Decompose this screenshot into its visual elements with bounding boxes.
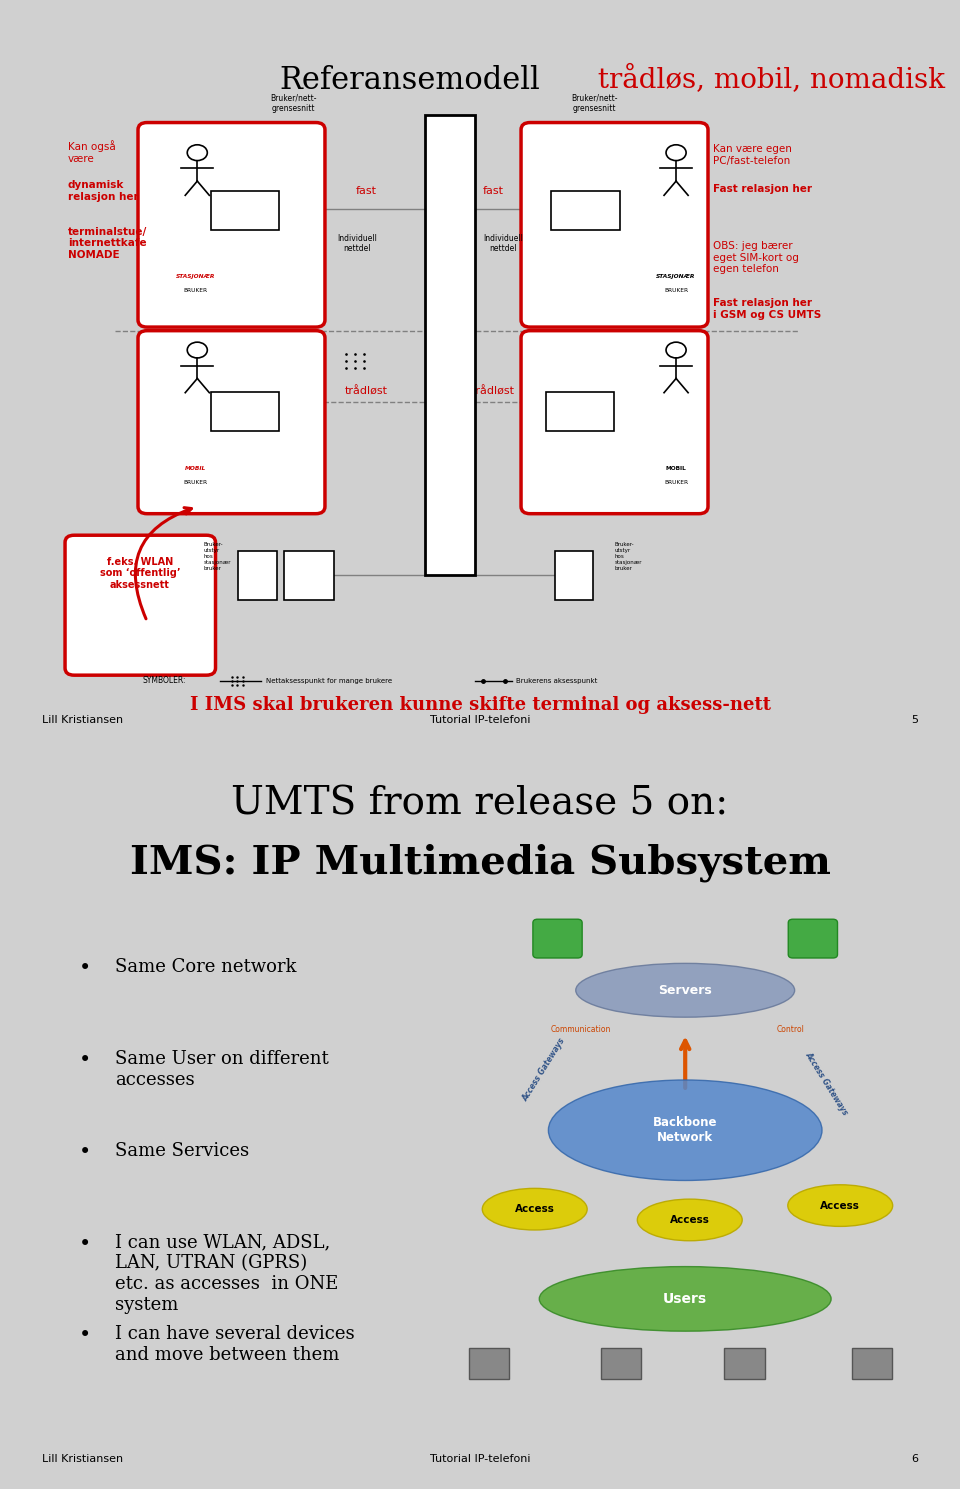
Text: BRUKER: BRUKER [183, 479, 207, 485]
FancyBboxPatch shape [551, 191, 619, 231]
Text: Access: Access [515, 1205, 555, 1214]
FancyBboxPatch shape [533, 919, 582, 957]
Text: STASJONÆR: STASJONÆR [657, 274, 696, 278]
Text: Access Gateways: Access Gateways [804, 1050, 850, 1117]
Bar [469, 1348, 509, 1379]
Text: trådløst: trådløst [472, 387, 516, 396]
Text: fast: fast [355, 186, 376, 195]
Text: Access Gateways: Access Gateways [520, 1036, 567, 1102]
Text: BRUKER: BRUKER [664, 289, 688, 293]
Text: Servers: Servers [659, 984, 712, 996]
Text: Tutorial IP-telefoni: Tutorial IP-telefoni [430, 715, 530, 725]
Text: BRUKER: BRUKER [183, 289, 207, 293]
Text: Nettaksesspunkt for mange brukere: Nettaksesspunkt for mange brukere [266, 677, 392, 683]
Text: trådløs, mobil, nomadisk: trådløs, mobil, nomadisk [589, 66, 946, 94]
Ellipse shape [540, 1267, 831, 1331]
FancyArrowPatch shape [135, 508, 191, 619]
Text: Bruker-
utstyr
hos
stasjonær
bruker: Bruker- utstyr hos stasjonær bruker [615, 542, 642, 570]
Text: •: • [79, 1050, 91, 1069]
Text: Access: Access [670, 1215, 709, 1225]
Text: •: • [79, 1233, 91, 1254]
Text: Users: Users [663, 1292, 708, 1306]
Text: Bruker/nett-
grensesnitt: Bruker/nett- grensesnitt [571, 94, 617, 113]
Text: MOBIL: MOBIL [185, 466, 206, 471]
Text: Brukerens aksesspunkt: Brukerens aksesspunkt [516, 677, 598, 683]
Text: UMTS from release 5 on:: UMTS from release 5 on: [231, 786, 729, 823]
Text: OBS: jeg bærer
eget SIM-kort og
egen telefon: OBS: jeg bærer eget SIM-kort og egen tel… [712, 241, 799, 274]
Text: Kan være egen
PC/fast-telefon: Kan være egen PC/fast-telefon [712, 144, 791, 165]
Text: Same User on different
accesses: Same User on different accesses [115, 1050, 329, 1088]
FancyBboxPatch shape [238, 551, 276, 600]
FancyBboxPatch shape [65, 535, 215, 675]
Text: Individuell
nettdel: Individuell nettdel [483, 234, 523, 253]
Text: Communication: Communication [550, 1026, 611, 1035]
Ellipse shape [482, 1188, 588, 1230]
FancyBboxPatch shape [545, 392, 614, 432]
Text: Access: Access [820, 1200, 860, 1211]
Text: IMS: IP Multimedia Subsystem: IMS: IP Multimedia Subsystem [130, 843, 830, 881]
Text: •: • [79, 1325, 91, 1346]
Text: Bruker/nett-
grensesnitt: Bruker/nett- grensesnitt [270, 94, 316, 113]
Ellipse shape [548, 1080, 822, 1181]
Text: Backbone
Network: Backbone Network [653, 1117, 717, 1144]
Text: Bruker-
utstyr: Bruker- utstyr [572, 195, 597, 208]
Text: SYMBOLER:: SYMBOLER: [142, 676, 186, 685]
Text: Bruker-
utstyr: Bruker- utstyr [232, 396, 257, 409]
Text: I can use WLAN, ADSL,
LAN, UTRAN (GPRS)
etc. as accesses  in ONE
system: I can use WLAN, ADSL, LAN, UTRAN (GPRS) … [115, 1233, 339, 1313]
Text: BRUKER: BRUKER [664, 479, 688, 485]
Text: Same Services: Same Services [115, 1142, 250, 1160]
Text: Content: Content [796, 923, 829, 932]
FancyBboxPatch shape [788, 919, 837, 957]
Text: STASJONÆR: STASJONÆR [176, 274, 215, 278]
FancyBboxPatch shape [211, 191, 279, 231]
FancyBboxPatch shape [521, 122, 708, 328]
Text: trådløst: trådløst [345, 387, 388, 396]
Bar [852, 1348, 892, 1379]
Bar [601, 1348, 641, 1379]
Ellipse shape [637, 1199, 742, 1240]
FancyBboxPatch shape [425, 115, 475, 575]
Text: Bruker-
utstyr: Bruker- utstyr [232, 195, 257, 208]
FancyBboxPatch shape [555, 551, 593, 600]
Text: Kan også
være: Kan også være [68, 140, 115, 164]
Text: Referansemodell: Referansemodell [279, 66, 540, 97]
Bar [725, 1348, 764, 1379]
Text: Bruker-
utstyr
hos
stasjonær
bruker: Bruker- utstyr hos stasjonær bruker [204, 542, 231, 570]
Ellipse shape [788, 1185, 893, 1227]
Text: Bruker-
utstyr: Bruker- utstyr [564, 567, 584, 579]
Text: •: • [79, 957, 91, 978]
Text: Same Core network: Same Core network [115, 957, 297, 975]
Text: 5: 5 [911, 715, 918, 725]
Text: Individuell
nettdel: Individuell nettdel [337, 234, 377, 253]
Text: I can have several devices
and move between them: I can have several devices and move betw… [115, 1325, 355, 1364]
Text: terminalstue/
internettkafe
NOMADE: terminalstue/ internettkafe NOMADE [68, 226, 147, 259]
FancyBboxPatch shape [521, 331, 708, 514]
Text: Content: Content [540, 923, 574, 932]
FancyBboxPatch shape [211, 392, 279, 432]
Text: Tutorial IP-telefoni: Tutorial IP-telefoni [430, 1453, 530, 1464]
Text: 6: 6 [911, 1453, 918, 1464]
Text: •: • [79, 1142, 91, 1161]
Text: FELLES-
NETT: FELLES- NETT [431, 317, 468, 337]
FancyBboxPatch shape [138, 331, 324, 514]
Text: f.eks. WLAN
som ‘offentlig’
aksessnett: f.eks. WLAN som ‘offentlig’ aksessnett [100, 557, 180, 590]
Text: Fast relasjon her: Fast relasjon her [712, 183, 811, 194]
FancyBboxPatch shape [284, 551, 334, 600]
Text: dynamisk
relasjon her: dynamisk relasjon her [68, 180, 138, 201]
Text: MOBIL: MOBIL [665, 466, 686, 471]
Text: Control: Control [776, 1026, 804, 1035]
FancyBboxPatch shape [138, 122, 324, 328]
Text: fast: fast [483, 186, 504, 195]
Text: I IMS skal brukeren kunne skifte terminal og aksess-nett: I IMS skal brukeren kunne skifte termina… [189, 697, 771, 715]
Text: Lill Kristiansen: Lill Kristiansen [42, 715, 124, 725]
Ellipse shape [576, 963, 795, 1017]
Text: Bruker-
utstyr: Bruker- utstyr [299, 567, 319, 579]
Text: Fast relasjon her
i GSM og CS UMTS: Fast relasjon her i GSM og CS UMTS [712, 298, 821, 320]
Text: Bruker-
utstyr: Bruker- utstyr [248, 567, 267, 579]
Text: Bruker-
utstyr: Bruker- utstyr [566, 396, 592, 409]
Text: Lill Kristiansen: Lill Kristiansen [42, 1453, 124, 1464]
